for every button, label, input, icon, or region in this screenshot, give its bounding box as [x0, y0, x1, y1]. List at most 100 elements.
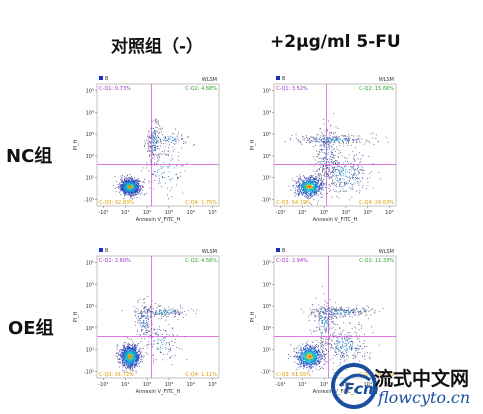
event-dot	[155, 153, 157, 155]
event-dot	[143, 355, 145, 357]
event-dot	[318, 359, 320, 361]
event-dot	[324, 157, 326, 159]
event-dot	[127, 185, 129, 186]
event-dot	[152, 140, 154, 142]
event-dot	[297, 190, 299, 191]
event-dot	[164, 339, 165, 341]
event-dot	[130, 365, 132, 367]
event-dot	[160, 311, 162, 313]
event-dot	[135, 345, 136, 346]
event-dot	[136, 180, 138, 182]
event-dot	[295, 134, 297, 136]
event-dot	[302, 192, 304, 193]
event-dot	[132, 351, 134, 353]
event-dot	[312, 177, 314, 179]
event-dot	[158, 137, 160, 138]
event-dot	[316, 134, 318, 135]
event-dot	[300, 354, 302, 356]
event-dot	[338, 186, 340, 187]
event-dot	[333, 113, 335, 115]
event-dot	[129, 354, 131, 356]
event-dot	[145, 331, 147, 333]
x-axis-label: Annexin V_FITC_H	[136, 217, 181, 223]
event-dot	[138, 349, 140, 351]
event-dot	[342, 167, 344, 169]
event-dot	[303, 348, 305, 350]
event-dot	[132, 347, 133, 348]
event-dot	[143, 325, 145, 327]
event-dot	[327, 120, 329, 122]
event-dot	[320, 183, 322, 185]
event-dot	[152, 139, 154, 140]
event-dot	[328, 176, 330, 178]
event-dot	[146, 315, 147, 317]
event-dot	[323, 174, 324, 176]
event-dot	[137, 186, 139, 187]
event-dot	[306, 345, 307, 346]
event-dot	[171, 309, 173, 310]
event-dot	[117, 184, 119, 185]
event-dot	[345, 165, 346, 167]
event-dot	[335, 191, 337, 193]
event-dot	[345, 174, 347, 176]
event-dot	[149, 136, 151, 138]
event-dot	[130, 352, 132, 354]
event-dot	[324, 355, 325, 357]
event-dot	[326, 142, 328, 143]
event-dot	[305, 187, 307, 189]
event-dot	[304, 188, 305, 189]
event-dot	[154, 171, 156, 173]
event-dot	[146, 347, 148, 349]
event-dot	[313, 190, 315, 192]
event-dot	[304, 191, 306, 192]
event-dot	[347, 140, 348, 142]
event-dot	[318, 179, 320, 181]
event-dot	[315, 179, 317, 181]
event-dot	[137, 354, 138, 356]
event-dot	[378, 172, 380, 173]
event-dot	[300, 142, 302, 144]
event-dot	[126, 354, 128, 356]
event-dot	[353, 160, 355, 162]
event-dot	[163, 136, 165, 138]
event-dot	[136, 357, 138, 359]
event-dot	[121, 179, 123, 181]
event-dot	[155, 311, 157, 313]
event-dot	[332, 136, 334, 138]
event-dot	[311, 181, 313, 183]
x-tick-label: 10³	[165, 382, 173, 388]
event-dot	[118, 187, 120, 189]
event-dot	[318, 186, 320, 188]
event-dot	[155, 303, 156, 304]
event-dot	[136, 359, 137, 361]
event-dot	[154, 329, 156, 330]
event-dot	[333, 169, 335, 170]
event-dot	[306, 360, 308, 362]
quadrant-label-q1: C-Q1: 2.60%	[99, 258, 131, 264]
event-dot	[133, 359, 135, 361]
event-dot	[304, 349, 306, 350]
event-dot	[135, 350, 137, 351]
event-dot	[310, 188, 312, 190]
event-dot	[158, 148, 160, 150]
event-dot	[119, 361, 121, 363]
event-dot	[137, 355, 139, 357]
event-dot	[314, 186, 316, 187]
event-dot	[301, 192, 302, 194]
event-dot	[321, 356, 323, 358]
event-dot	[336, 183, 337, 185]
event-dot	[357, 165, 359, 167]
event-dot	[295, 137, 297, 139]
event-dot	[169, 190, 171, 192]
x-axis-label: Annexin V_FITC_H	[313, 217, 358, 223]
event-dot	[130, 362, 132, 364]
event-dot	[346, 171, 348, 173]
event-dot	[345, 140, 347, 142]
event-dot	[138, 355, 140, 356]
event-dot	[181, 138, 183, 140]
event-dot	[321, 166, 323, 168]
event-dot	[176, 165, 178, 167]
event-dot	[122, 356, 124, 358]
event-dot	[133, 360, 135, 362]
event-dot	[171, 328, 173, 330]
